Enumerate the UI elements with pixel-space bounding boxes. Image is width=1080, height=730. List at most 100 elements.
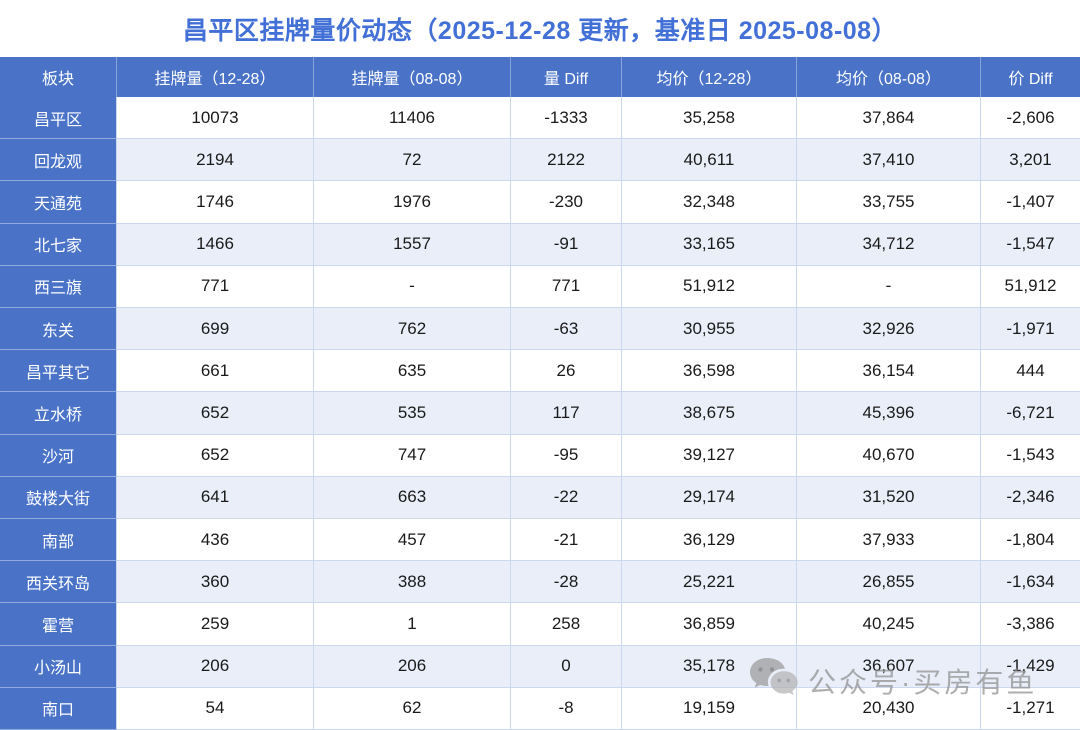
cell: 699: [117, 308, 314, 351]
cell: -1,804: [981, 519, 1080, 562]
cell: 3,201: [981, 139, 1080, 182]
cell: 20,430: [797, 687, 981, 730]
row-label: 东关: [0, 308, 117, 351]
cell: 19,159: [622, 687, 797, 730]
cell: 36,598: [622, 350, 797, 393]
cell: 771: [117, 265, 314, 309]
cell: -6,721: [981, 392, 1080, 435]
cell: 747: [314, 434, 511, 477]
table-row: 昌平区 10073 11406 -1333 35,258 37,864 -2,606: [0, 97, 1080, 140]
cell: 535: [314, 392, 511, 435]
table-body: 昌平区 10073 11406 -1333 35,258 37,864 -2,606 回龙观 2…: [0, 97, 1080, 730]
cell: 29,174: [622, 476, 797, 520]
table-row: 昌平其它 661 635 26 36,598 36,154 444: [0, 350, 1080, 393]
row-label: 小汤山: [0, 645, 117, 688]
cell: 54: [117, 687, 314, 730]
row-label: 立水桥: [0, 392, 117, 435]
table-row: 南口 54 62 -8 19,159 20,430 -1,271: [0, 687, 1080, 730]
cell: 661: [117, 350, 314, 393]
page-title: 昌平区挂牌量价动态（2025-12-28 更新，基准日 2025-08-08）: [182, 16, 898, 45]
cell: -: [314, 265, 511, 309]
cell: 39,127: [622, 434, 797, 477]
cell: -28: [511, 561, 622, 604]
row-label: 昌平区: [0, 97, 117, 140]
row-label: 西关环岛: [0, 561, 117, 604]
cell: 36,154: [797, 350, 981, 393]
column-header-price-diff: 价 Diff: [1008, 71, 1053, 88]
cell: 30,955: [622, 308, 797, 351]
cell: 360: [117, 561, 314, 604]
cell: -2,346: [981, 476, 1080, 520]
cell: -: [797, 265, 981, 309]
row-label: 沙河: [0, 434, 117, 477]
table-row: 回龙观 2194 72 2122 40,611 37,410 3,201: [0, 139, 1080, 182]
cell: -230: [511, 181, 622, 224]
cell: -22: [511, 476, 622, 520]
cell: 1557: [314, 223, 511, 266]
row-label: 南口: [0, 687, 117, 730]
cell: 26,855: [797, 561, 981, 604]
cell: 51,912: [622, 265, 797, 309]
cell: 652: [117, 434, 314, 477]
cell: 36,129: [622, 519, 797, 562]
cell: 37,410: [797, 139, 981, 182]
column-header-sector: 板块: [0, 57, 117, 97]
cell: 1466: [117, 223, 314, 266]
cell: 33,755: [797, 181, 981, 224]
cell: 45,396: [797, 392, 981, 435]
cell: 26: [511, 350, 622, 393]
cell: -95: [511, 434, 622, 477]
cell: 36,607: [797, 645, 981, 688]
cell: -1,547: [981, 223, 1080, 266]
row-label: 鼓楼大街: [0, 476, 117, 520]
table-row: 小汤山 206 206 0 35,178 36,607 -1,429: [0, 645, 1080, 688]
row-label: 回龙观: [0, 139, 117, 182]
table-row: 东关 699 762 -63 30,955 32,926 -1,971: [0, 308, 1080, 351]
column-header-avgprice-1228: 均价（12-28）: [622, 57, 797, 97]
table-header-row: 板块 挂牌量（12-28） 挂牌量（08-08） 量 Diff 均价（12-28…: [0, 57, 1080, 97]
column-header-listings-1228: 挂牌量（12-28）: [117, 57, 314, 97]
column-header-avgprice-0808: 均价（08-08）: [797, 57, 981, 97]
cell: 762: [314, 308, 511, 351]
cell: -63: [511, 308, 622, 351]
cell: 62: [314, 687, 511, 730]
title-bar: 昌平区挂牌量价动态（2025-12-28 更新，基准日 2025-08-08）: [0, 0, 1080, 57]
cell: 436: [117, 519, 314, 562]
cell: -1,407: [981, 181, 1080, 224]
cell: -91: [511, 223, 622, 266]
cell: 35,258: [622, 97, 797, 140]
row-label: 西三旗: [0, 265, 117, 309]
cell: 641: [117, 476, 314, 520]
cell: 72: [314, 139, 511, 182]
cell: -8: [511, 687, 622, 730]
cell: 40,611: [622, 139, 797, 182]
cell: -21: [511, 519, 622, 562]
cell: -1,634: [981, 561, 1080, 604]
row-label: 昌平其它: [0, 350, 117, 393]
row-label: 北七家: [0, 223, 117, 266]
table-row: 天通苑 1746 1976 -230 32,348 33,755 -1,407: [0, 181, 1080, 224]
cell: 258: [511, 603, 622, 646]
table-row: 北七家 1466 1557 -91 33,165 34,712 -1,547: [0, 223, 1080, 266]
row-label: 天通苑: [0, 181, 117, 224]
cell: 10073: [117, 97, 314, 140]
cell: 11406: [314, 97, 511, 140]
column-header-listings-0808: 挂牌量（08-08）: [314, 57, 511, 97]
cell: 206: [117, 645, 314, 688]
cell: 1: [314, 603, 511, 646]
cell: -1333: [511, 97, 622, 140]
cell: 31,520: [797, 476, 981, 520]
cell: 663: [314, 476, 511, 520]
row-label: 霍营: [0, 603, 117, 646]
cell: 36,859: [622, 603, 797, 646]
cell: 38,675: [622, 392, 797, 435]
row-label: 南部: [0, 519, 117, 562]
table-row: 南部 436 457 -21 36,129 37,933 -1,804: [0, 519, 1080, 562]
cell: 206: [314, 645, 511, 688]
cell: 771: [511, 265, 622, 309]
cell: -1,271: [981, 687, 1080, 730]
cell: 444: [981, 350, 1080, 393]
cell: 40,670: [797, 434, 981, 477]
cell: 117: [511, 392, 622, 435]
